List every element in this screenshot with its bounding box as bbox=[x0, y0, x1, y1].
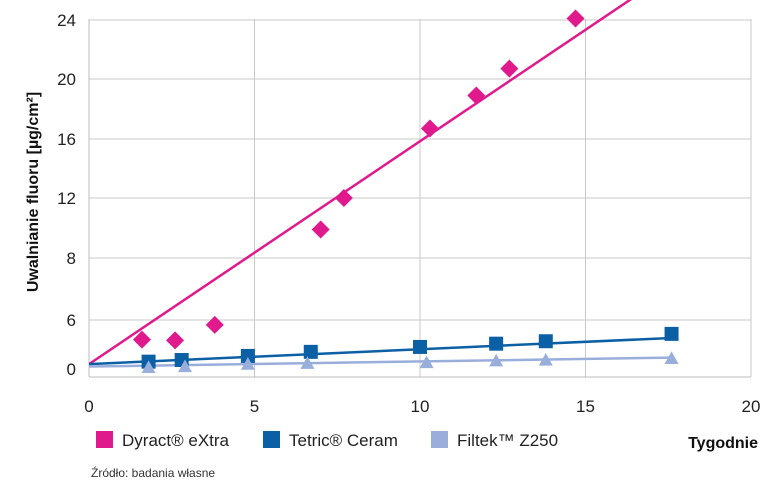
data-point bbox=[467, 86, 486, 105]
tick-labels: 0 6 8 12 16 20 24 0 5 10 15 20 bbox=[57, 11, 760, 416]
data-point bbox=[300, 356, 315, 369]
legend-label: Tetric® Ceram bbox=[289, 431, 398, 450]
data-point bbox=[664, 326, 679, 341]
data-point bbox=[420, 119, 439, 138]
x-tick-label: 0 bbox=[84, 397, 93, 416]
data-point bbox=[566, 9, 585, 28]
data-markers bbox=[132, 9, 679, 373]
data-point bbox=[177, 359, 192, 373]
y-tick-label: 8 bbox=[67, 249, 76, 268]
data-point bbox=[538, 353, 553, 366]
grid bbox=[88, 19, 752, 378]
y-tick-label: 20 bbox=[57, 70, 76, 89]
y-tick-label: 6 bbox=[67, 311, 76, 330]
data-point bbox=[205, 315, 224, 334]
x-tick-label: 15 bbox=[576, 397, 595, 416]
legend-label: Dyract® eXtra bbox=[122, 431, 230, 450]
legend-swatch bbox=[96, 431, 113, 448]
data-point bbox=[413, 339, 427, 354]
y-axis-label: Uwalnianie fluoru [µg/cm²] bbox=[25, 92, 42, 292]
data-point bbox=[132, 330, 151, 349]
data-point bbox=[141, 360, 156, 373]
x-tick-label: 20 bbox=[742, 397, 761, 416]
data-point bbox=[303, 344, 318, 359]
data-point bbox=[240, 357, 255, 370]
legend-label: Filtek™ Z250 bbox=[457, 431, 558, 450]
y-tick-label: 16 bbox=[57, 130, 76, 149]
x-tick-label: 5 bbox=[250, 397, 259, 416]
y-tick-label: 12 bbox=[57, 189, 76, 208]
trend-lines bbox=[89, 0, 672, 368]
data-point bbox=[489, 353, 504, 367]
y-tick-label: 24 bbox=[57, 11, 76, 30]
legend-swatch bbox=[263, 431, 280, 448]
data-point bbox=[311, 220, 330, 239]
data-point bbox=[500, 59, 519, 78]
data-point bbox=[489, 336, 504, 351]
x-axis-label: Tygodnie bbox=[688, 435, 758, 452]
legend-swatch bbox=[431, 431, 448, 448]
data-point bbox=[538, 334, 553, 349]
data-point bbox=[664, 351, 679, 364]
data-point bbox=[334, 189, 353, 207]
trend-line bbox=[89, 0, 633, 366]
source-note: Źródło: badania własne bbox=[91, 465, 215, 480]
x-tick-label: 10 bbox=[411, 397, 430, 416]
data-point bbox=[166, 331, 185, 350]
y-tick-label: 0 bbox=[67, 360, 76, 379]
data-point bbox=[240, 348, 255, 363]
legend: Dyract® eXtra Tetric® Ceram Filtek™ Z250 bbox=[96, 431, 558, 450]
data-point bbox=[419, 355, 434, 369]
